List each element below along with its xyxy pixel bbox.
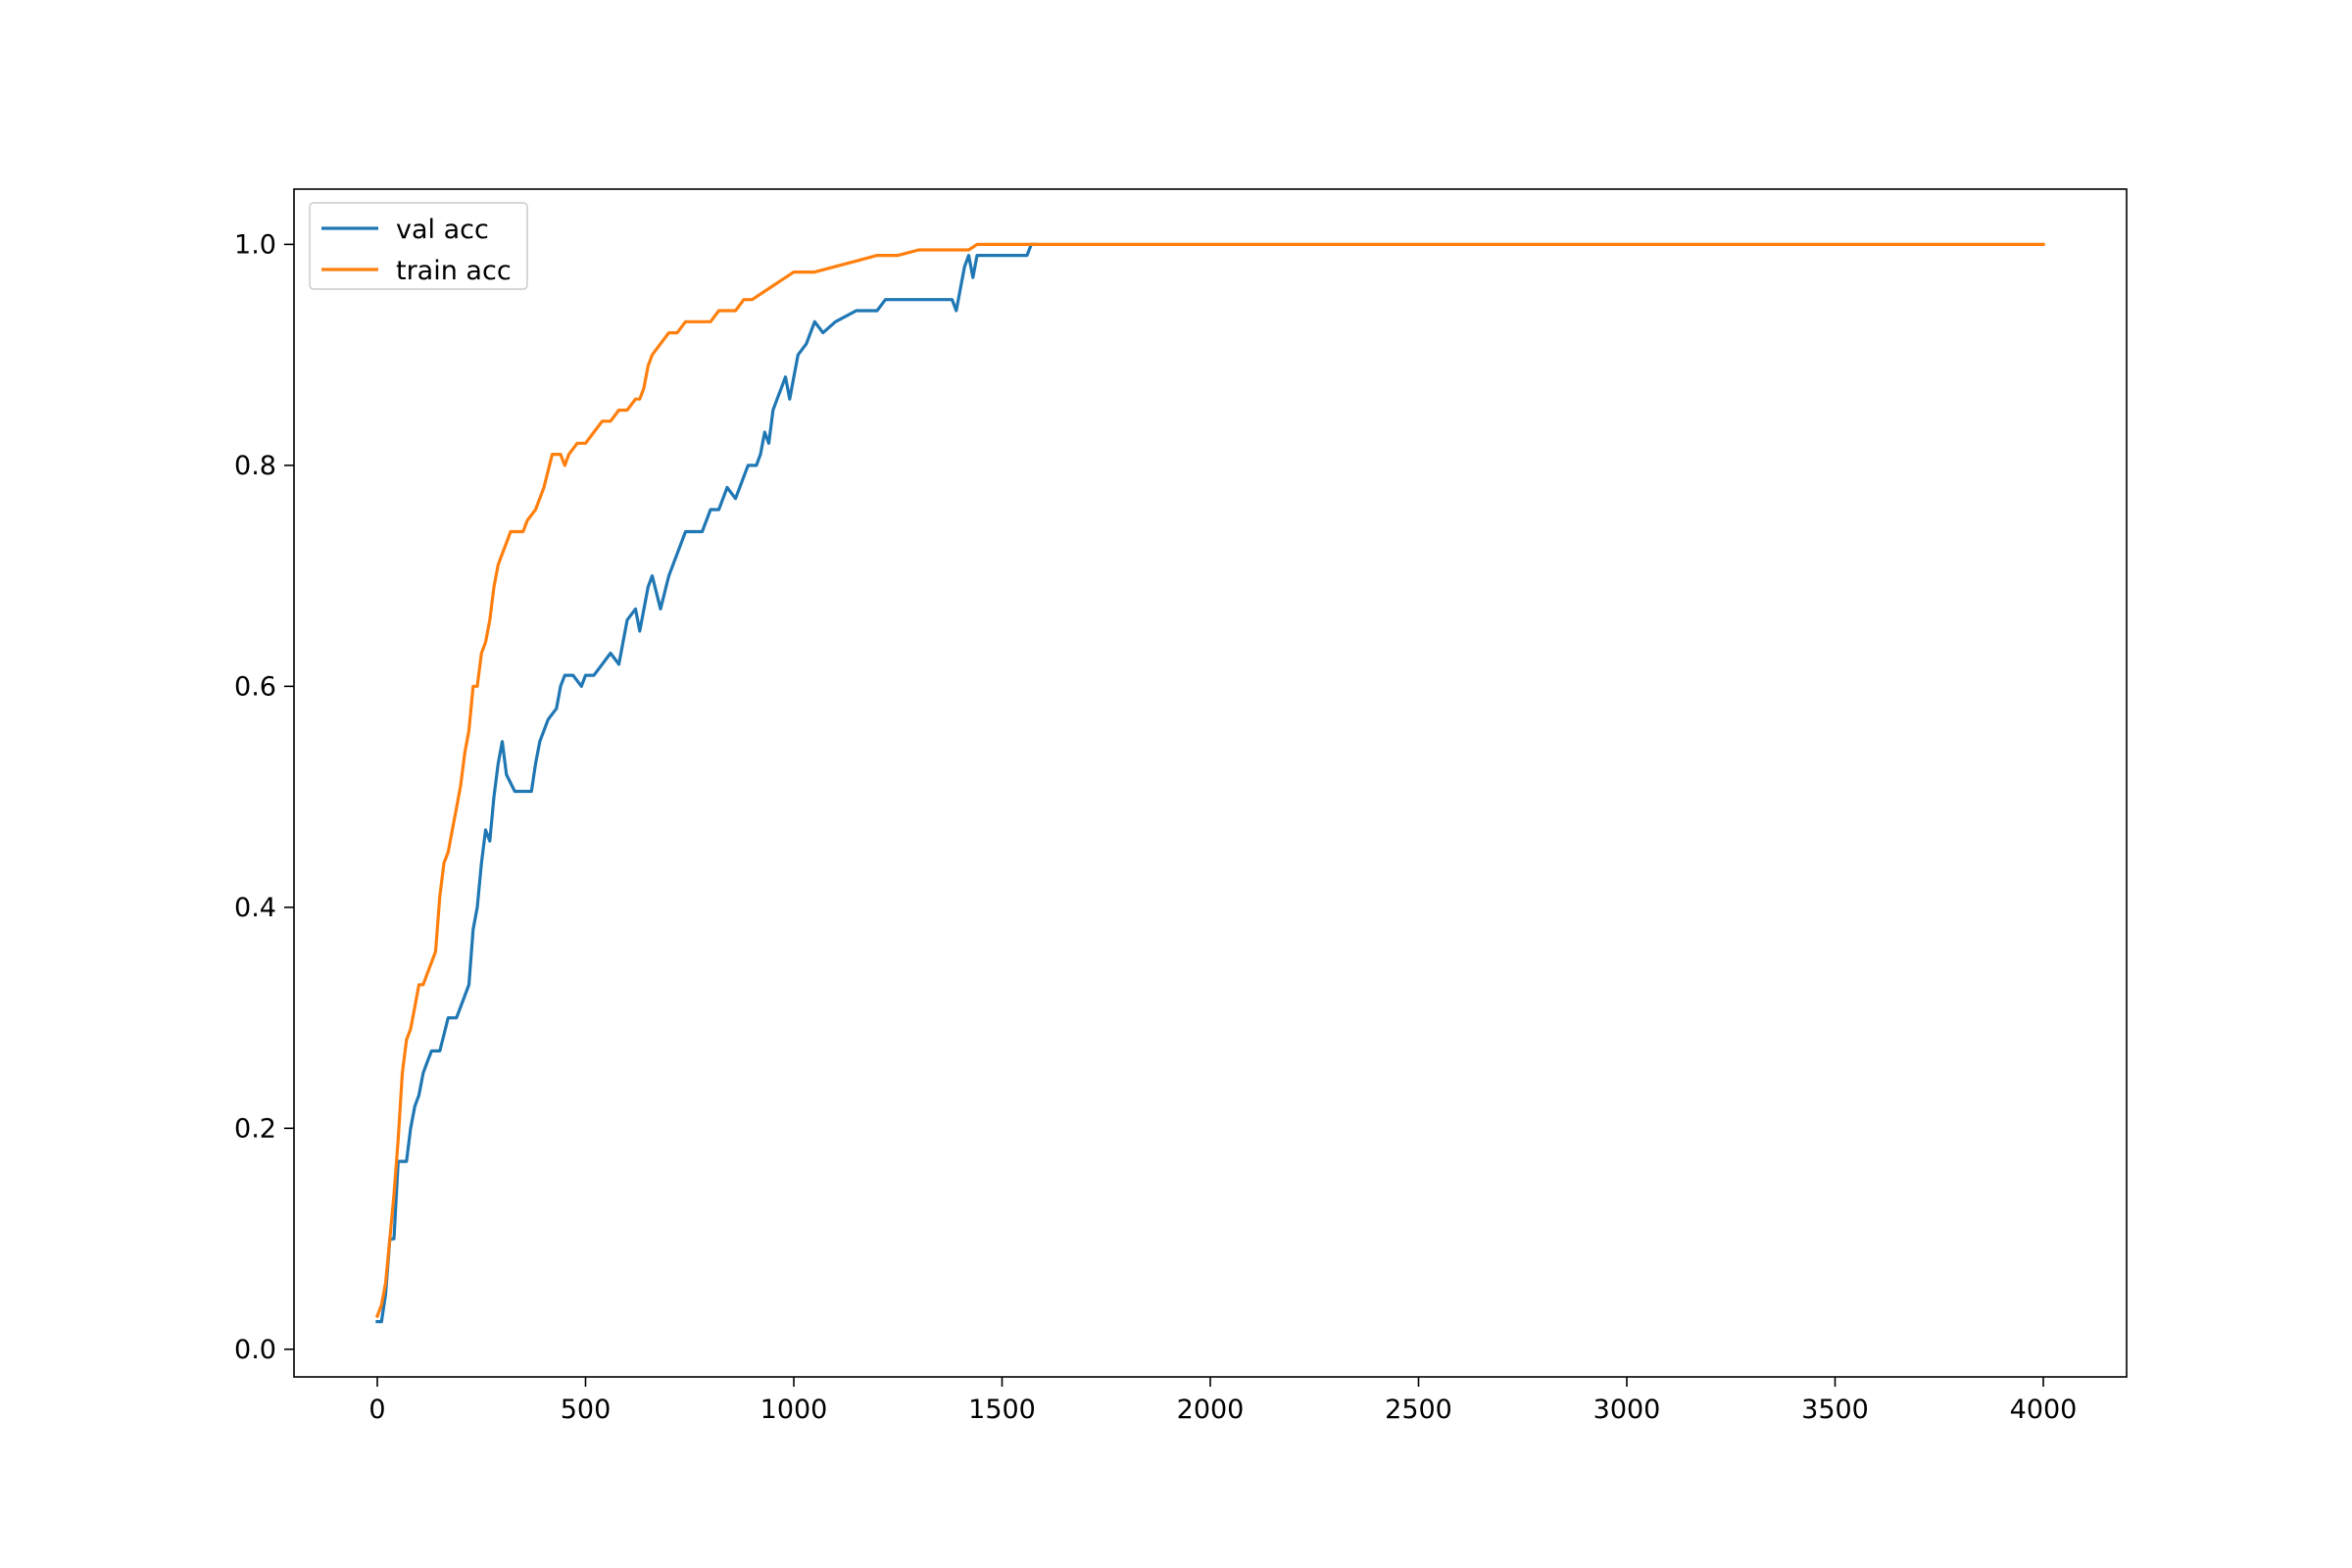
- plot-background: [294, 189, 2127, 1377]
- y-tick-label: 1.0: [234, 229, 276, 260]
- series-line-val-acc: [375, 242, 1038, 1324]
- y-tick-label: 0.2: [234, 1113, 276, 1144]
- legend-label-train-acc: train acc: [396, 256, 512, 286]
- x-tick-label: 1500: [968, 1395, 1036, 1425]
- y-tick-label: 0.0: [234, 1335, 276, 1365]
- axes-layer: 0 500 1000 1500 2000 2500 3000 3500 4000 0.0 0.2 0.…: [234, 188, 2128, 1425]
- legend-label-val-acc: val acc: [396, 215, 489, 245]
- legend-box: [309, 202, 528, 290]
- y-tick-label: 0.4: [234, 893, 276, 923]
- x-tick-label: 3000: [1593, 1395, 1661, 1425]
- x-tick-label: 1000: [760, 1395, 828, 1425]
- x-tick-label: 500: [561, 1395, 612, 1425]
- plot-area: [294, 189, 2127, 1377]
- series-line-train-acc: [374, 242, 2045, 1319]
- x-tick-label: 2000: [1177, 1395, 1245, 1425]
- series-layer: [374, 242, 2045, 1324]
- y-tick-label: 0.8: [234, 451, 276, 481]
- x-tick-label: 3500: [1801, 1395, 1869, 1425]
- x-tick-label: 2500: [1385, 1395, 1452, 1425]
- x-tick-label: 4000: [2010, 1395, 2078, 1425]
- y-tick-label: 0.6: [234, 671, 276, 702]
- x-tick-label: 0: [368, 1395, 385, 1425]
- legend: val acc train acc: [309, 202, 528, 290]
